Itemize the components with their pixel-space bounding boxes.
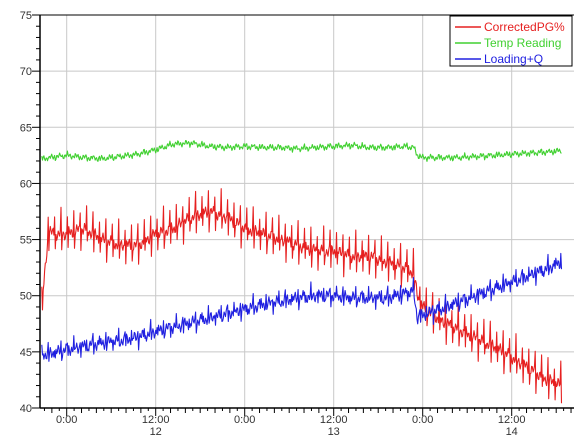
y-tick-label: 50 xyxy=(20,291,32,303)
x-tick-label: 0:00 xyxy=(234,414,255,426)
legend-box xyxy=(449,15,573,67)
legend-label-1: Temp Reading xyxy=(484,36,561,50)
x-tick-label: 12:00 xyxy=(498,414,526,426)
grid-lines xyxy=(40,15,574,408)
y-tick-label: 70 xyxy=(20,66,32,78)
y-tick-label: 55 xyxy=(20,235,32,247)
x-tick-label: 0:00 xyxy=(412,414,433,426)
x-date-label: 13 xyxy=(328,426,340,438)
series-line-0 xyxy=(41,188,563,404)
legend: CorrectedPG% Temp Reading Loading+Q xyxy=(449,15,573,67)
series-line-1 xyxy=(41,140,562,162)
x-tick-label: 12:00 xyxy=(320,414,348,426)
y-tick-label: 75 xyxy=(20,10,32,22)
series-line-2 xyxy=(41,252,563,362)
y-tick-label: 60 xyxy=(20,178,32,190)
x-date-label: 12 xyxy=(150,426,162,438)
y-tick-label: 45 xyxy=(20,347,32,359)
y-tick-label: 65 xyxy=(20,122,32,134)
x-tick-label: 12:00 xyxy=(142,414,170,426)
x-date-label: 14 xyxy=(506,426,518,438)
x-tick-label: 0:00 xyxy=(56,414,77,426)
plot-area xyxy=(40,15,574,408)
legend-label-2: Loading+Q xyxy=(484,52,543,66)
y-tick-label: 40 xyxy=(20,403,32,415)
series-layer xyxy=(41,140,563,404)
legend-label-0: CorrectedPG% xyxy=(484,20,565,34)
